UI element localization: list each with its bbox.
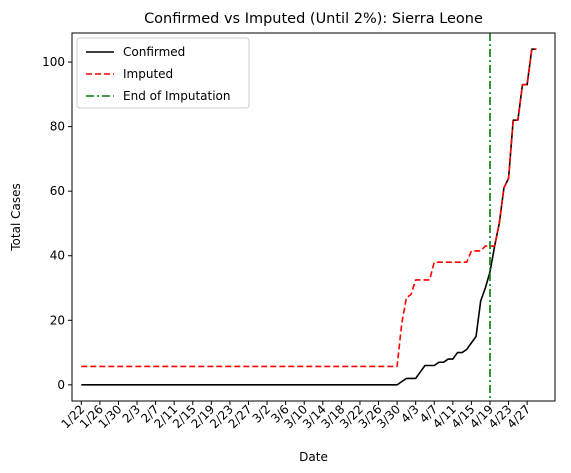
y-axis-label: Total Cases xyxy=(9,183,23,251)
legend-label: Imputed xyxy=(123,67,173,81)
plot-frame xyxy=(71,32,556,402)
y-tick-label: 20 xyxy=(50,313,65,327)
y-tick-label: 0 xyxy=(57,378,65,392)
legend-box xyxy=(76,37,250,109)
plot-area xyxy=(81,33,537,401)
series-line-confirmed xyxy=(81,48,537,386)
y-tick-label: 80 xyxy=(50,120,65,134)
x-axis-label: Date xyxy=(299,450,328,464)
series-line-imputed xyxy=(81,48,537,368)
y-tick-label: 100 xyxy=(42,55,65,69)
legend-label: End of Imputation xyxy=(123,89,231,103)
x-axis: 1/221/261/302/32/72/112/152/192/232/273/… xyxy=(58,401,533,431)
chart-title: Confirmed vs Imputed (Until 2%): Sierra … xyxy=(144,11,483,27)
legend: Confirmed Imputed End of Imputation xyxy=(76,37,250,109)
y-tick-label: 40 xyxy=(50,249,65,263)
y-axis: 0 20 40 60 80 100 xyxy=(42,55,72,392)
legend-label: Confirmed xyxy=(123,45,185,59)
y-tick-label: 60 xyxy=(50,184,65,198)
